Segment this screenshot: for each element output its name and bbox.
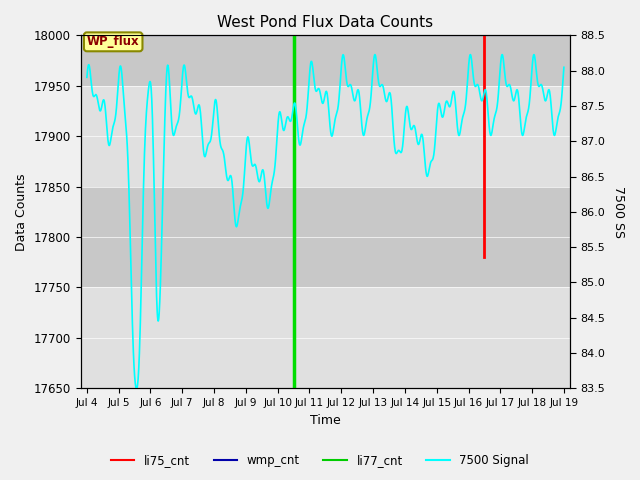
Y-axis label: Data Counts: Data Counts — [15, 173, 28, 251]
Text: WP_flux: WP_flux — [87, 36, 140, 48]
Title: West Pond Flux Data Counts: West Pond Flux Data Counts — [218, 15, 433, 30]
Legend: li75_cnt, wmp_cnt, li77_cnt, 7500 Signal: li75_cnt, wmp_cnt, li77_cnt, 7500 Signal — [106, 449, 534, 472]
X-axis label: Time: Time — [310, 414, 340, 427]
Y-axis label: 7500 SS: 7500 SS — [612, 186, 625, 238]
Bar — [81, 86, 570, 187]
Bar — [81, 288, 570, 388]
